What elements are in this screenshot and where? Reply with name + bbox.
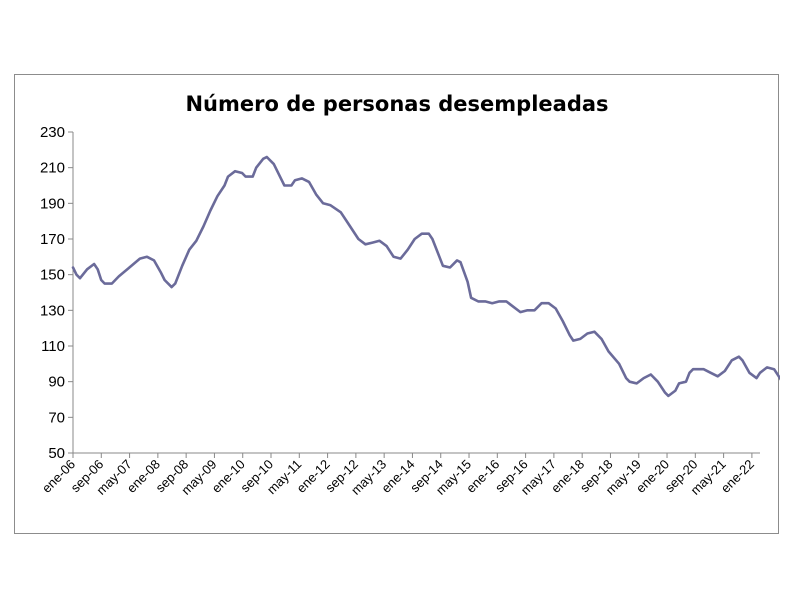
- chart-container: Número de personas desempleadas 50 70 90 11…: [14, 74, 780, 534]
- y-tick-label: 190: [40, 195, 65, 212]
- chart-title: Número de personas desempleadas: [185, 92, 608, 116]
- unemployment-line-chart: Número de personas desempleadas 50 70 90 11…: [39, 92, 780, 498]
- series-layer: [71, 155, 780, 398]
- y-tick-label: 150: [40, 267, 65, 284]
- y-axis: 50 70 90 110 130 150 170 190 210 230: [40, 124, 74, 462]
- y-tick-label: 130: [40, 302, 65, 319]
- y-tick-label: 230: [40, 124, 65, 141]
- y-tick-label: 170: [40, 231, 65, 248]
- x-axis: ene-06sep-06may-07ene-08sep-08may-09ene-…: [39, 452, 760, 498]
- series-line: [71, 155, 780, 398]
- y-tick-label: 70: [48, 409, 65, 426]
- y-tick-label: 50: [48, 445, 65, 462]
- y-tick-label: 210: [40, 160, 65, 177]
- y-tick-label: 90: [48, 374, 65, 391]
- y-tick-label: 110: [41, 338, 65, 355]
